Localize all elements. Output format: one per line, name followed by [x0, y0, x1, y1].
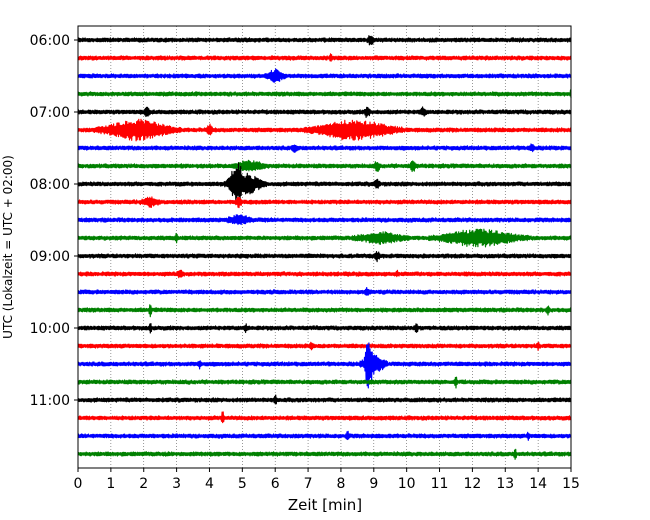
trace-0630: [77, 68, 572, 84]
y-tick-label: 09:00: [30, 249, 70, 265]
trace-1145: [77, 448, 572, 460]
x-axis-label: Zeit [min]: [288, 496, 362, 514]
trace-1100: [77, 394, 572, 405]
x-tick-label: 7: [304, 476, 313, 492]
trace-0745: [77, 159, 572, 173]
trace-1030: [77, 342, 572, 389]
plot-frame: [77, 25, 572, 469]
trace-0800: [77, 162, 572, 201]
trace-0730: [77, 143, 572, 153]
y-tick-label: 07:00: [30, 105, 70, 121]
x-tick-label: 12: [463, 476, 481, 492]
y-tick-label: 11:00: [30, 393, 70, 409]
x-tick-label: 1: [106, 476, 115, 492]
y-tick-label: 10:00: [30, 321, 70, 337]
y-tick-label: 06:00: [30, 33, 70, 49]
x-tick-label: 14: [529, 476, 547, 492]
trace-0645: [77, 89, 572, 98]
x-tick-label: 15: [562, 476, 580, 492]
trace-0830: [77, 214, 572, 226]
x-tick-label: 4: [205, 476, 214, 492]
trace-1015: [77, 341, 572, 351]
trace-0945: [77, 304, 572, 318]
x-tick-label: 8: [336, 476, 345, 492]
trace-1045: [77, 376, 572, 389]
seismic-traces: [77, 35, 572, 460]
y-tick-label: 08:00: [30, 177, 70, 193]
x-tick-label: 10: [398, 476, 416, 492]
x-tick-label: 2: [139, 476, 148, 492]
trace-1130: [77, 430, 572, 441]
trace-0845: [77, 228, 572, 248]
x-tick-label: 13: [496, 476, 514, 492]
x-axis-ticks: 0 1 2 3 4 5 6 7 8 9 10 11 12 13 14 15: [74, 468, 580, 492]
trace-0600: [77, 35, 572, 46]
y-axis-ticks: 06:00 07:00 08:00 09:00 10:00 11:00: [30, 33, 78, 409]
trace-0915: [77, 269, 572, 279]
trace-0715: [77, 118, 572, 142]
x-tick-label: 0: [74, 476, 83, 492]
trace-0900: [77, 251, 572, 263]
x-tick-label: 3: [172, 476, 181, 492]
trace-1000: [77, 323, 572, 334]
trace-0700: [77, 106, 572, 118]
trace-0615: [77, 53, 572, 62]
x-tick-label: 9: [369, 476, 378, 492]
x-tick-label: 6: [271, 476, 280, 492]
x-tick-label: 11: [431, 476, 449, 492]
trace-0930: [77, 287, 572, 296]
x-tick-label: 5: [238, 476, 247, 492]
trace-0815: [77, 196, 572, 209]
y-axis-label: UTC (Lokalzeit = UTC + 02:00): [1, 155, 15, 339]
trace-1115: [77, 411, 572, 424]
